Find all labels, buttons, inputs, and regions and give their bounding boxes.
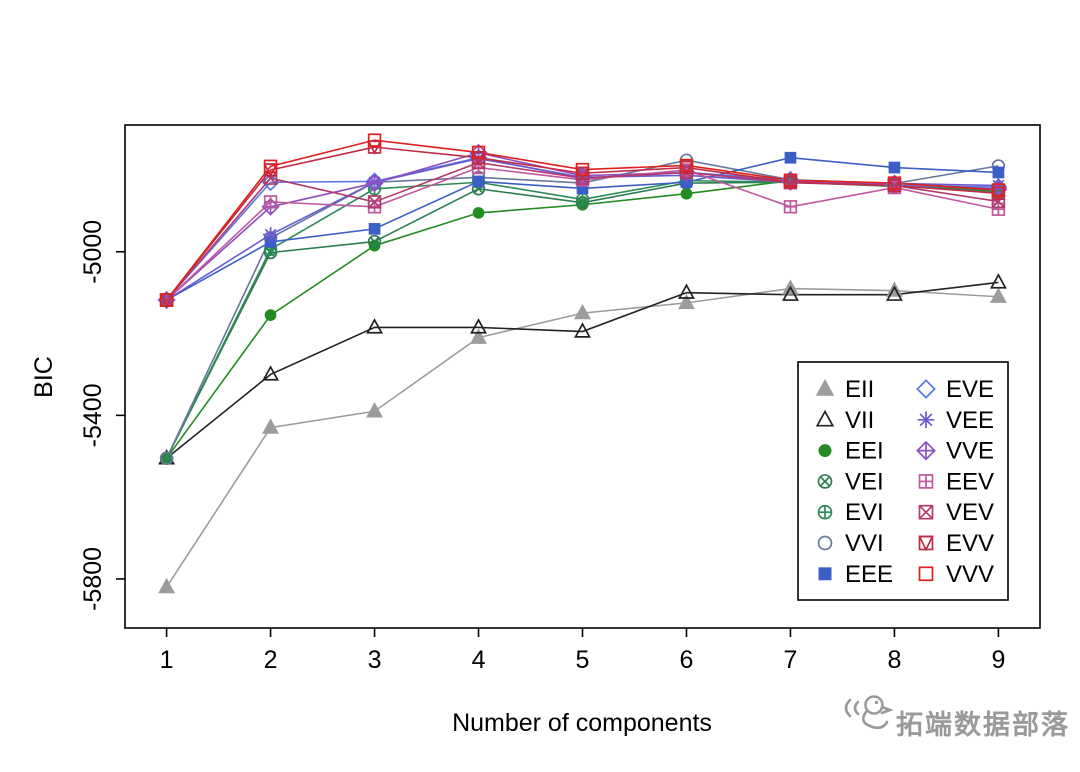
legend-label-EII: EII (845, 376, 874, 403)
y-tick-label: -5800 (79, 547, 107, 611)
legend-label-VEI: VEI (845, 468, 884, 495)
point-EII (678, 293, 695, 310)
point-EEE (888, 161, 901, 174)
point-VII (885, 285, 903, 301)
legend-label-EVV: EVV (946, 530, 994, 557)
legend-label-VVE: VVE (946, 438, 994, 465)
y-tick-label: -5000 (79, 220, 107, 284)
x-tick-label: 2 (264, 646, 278, 674)
series-line-VII (166, 281, 999, 459)
point-EEI (368, 239, 381, 252)
watermark: 拓端数据部落 (844, 695, 1070, 740)
point-VVV (159, 293, 174, 307)
point-VVV (575, 162, 590, 177)
point-VVV (991, 183, 1006, 197)
point-VVV (887, 176, 902, 190)
point-EVI (575, 192, 590, 207)
point-VII (574, 322, 591, 338)
x-tick-label: 5 (576, 646, 590, 674)
watermark-text: 拓端数据部落 (896, 709, 1070, 740)
x-tick-label: 6 (680, 646, 694, 674)
x-tick-label: 8 (887, 646, 901, 674)
x-tick-label: 1 (160, 646, 174, 674)
legend-label-EEE: EEE (845, 561, 893, 588)
legend-label-VVV: VVV (946, 561, 994, 588)
point-VVV (679, 158, 694, 173)
x-tick-label: 4 (472, 646, 486, 674)
legend-label-EVI: EVI (845, 499, 884, 526)
x-tick-label: 9 (991, 646, 1005, 674)
point-EII (158, 577, 176, 594)
point-EII (262, 418, 280, 434)
point-VEV (367, 195, 382, 209)
point-VVV (471, 145, 486, 160)
point-EVV (367, 140, 382, 155)
point-EII (885, 281, 903, 297)
point-EII (989, 287, 1007, 303)
legend-marker-VVV (918, 566, 934, 582)
y-axis-title: BIC (30, 356, 58, 398)
y-tick-label: -5400 (79, 383, 107, 447)
legend-marker-EEE (818, 567, 832, 581)
legend-label-VVI: VVI (845, 530, 884, 557)
point-VII (366, 318, 384, 334)
point-EII (574, 303, 591, 320)
watermark-bird-icon (844, 695, 894, 730)
legend-marker-EVV (918, 535, 934, 552)
legend-label-VEV: VEV (946, 499, 994, 526)
legend-box (797, 361, 1009, 601)
legend-marker-EVE (916, 379, 936, 399)
point-VII (781, 285, 799, 301)
point-EII (470, 328, 487, 344)
point-EEI (264, 309, 277, 322)
legend-marker-EEV (918, 474, 934, 489)
point-VVI (159, 451, 174, 465)
legend-label-VII: VII (845, 407, 874, 434)
point-EEV (783, 200, 798, 214)
legend-marker-VII (815, 409, 835, 427)
point-EEE (992, 166, 1005, 179)
legend-marker-EII (815, 378, 835, 396)
x-tick-label: 3 (368, 646, 382, 674)
point-EEI (472, 207, 485, 219)
legend-marker-VEI (817, 474, 833, 489)
point-EEV (991, 202, 1006, 216)
point-VII (262, 365, 280, 381)
legend-label-VEE: VEE (946, 407, 994, 434)
point-EEE (576, 182, 589, 195)
chart-generated-layer: 1 2 3 4 5 6 7 8 9 -5800 -5400 -5000 EII VII EEI VEI EVI V… (79, 124, 1041, 674)
x-tick-label: 7 (784, 646, 798, 674)
legend-marker-VEE (917, 411, 935, 429)
point-EEE (472, 175, 485, 188)
point-VVE (365, 174, 384, 193)
point-EEV (263, 195, 278, 209)
point-VII (989, 273, 1007, 289)
legend-marker-EEI (818, 444, 832, 458)
point-EEI (680, 187, 693, 200)
legend-label-EEI: EEI (845, 438, 884, 465)
legend-marker-VVI (817, 535, 833, 551)
legend-label-EEV: EEV (946, 468, 994, 495)
point-VVV (783, 173, 798, 187)
point-VVV (367, 133, 382, 147)
point-VII (678, 283, 695, 299)
legend-marker-EVI (817, 504, 833, 520)
point-EII (366, 402, 384, 418)
point-EEE (784, 151, 797, 164)
point-EEE (368, 223, 381, 235)
legend-marker-VVE (916, 440, 936, 461)
point-VEE (263, 227, 279, 243)
legend-marker-VEV (918, 504, 934, 520)
point-VEI (367, 234, 382, 249)
point-VVV (263, 159, 278, 174)
legend-label-EVE: EVE (946, 376, 994, 403)
point-VII (470, 318, 487, 334)
x-axis-title: Number of components (452, 709, 712, 737)
